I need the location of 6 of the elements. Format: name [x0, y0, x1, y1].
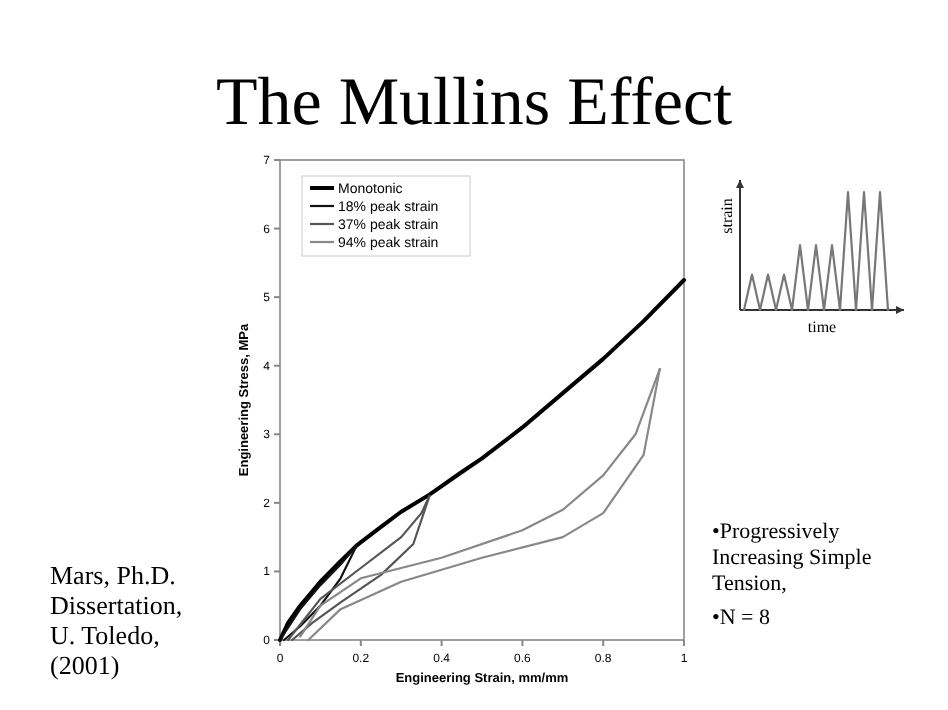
- x-axis-title: time: [807, 318, 838, 336]
- chart-title: The Mullins Effect: [215, 66, 734, 140]
- text: •N = 8: [712, 606, 771, 630]
- y-axis-title: strain: [718, 198, 736, 234]
- text: Mars, Ph.D. Dissertation, U. Toledo, (2001): [50, 560, 183, 680]
- text: •Progressively Increasing Simple Tension,: [712, 520, 872, 596]
